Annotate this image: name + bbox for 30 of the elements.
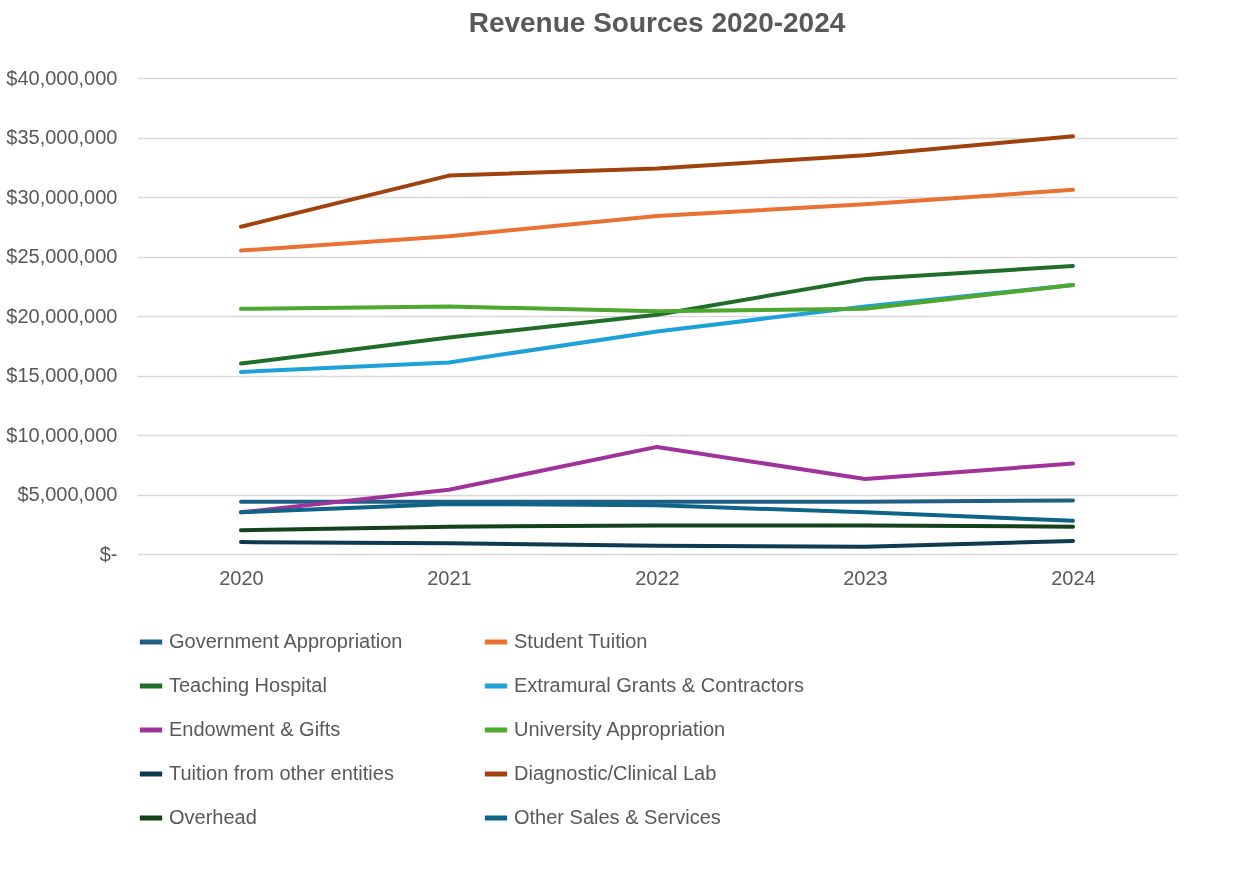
y-tick-label: $15,000,000 <box>6 364 118 386</box>
legend-label: Student Tuition <box>514 630 648 652</box>
y-tick-label: $40,000,000 <box>6 66 118 89</box>
legend-label: Tuition from other entities <box>169 762 394 784</box>
line-series <box>239 264 1075 366</box>
legend-label: Diagnostic/Clinical Lab <box>514 762 717 784</box>
legend-label: Extramural Grants & Contractors <box>514 674 805 696</box>
legend-label: Overhead <box>169 806 257 828</box>
y-tick-label: $25,000,000 <box>6 245 118 267</box>
legend-label: Endowment & Gifts <box>169 718 341 740</box>
legend-label: Government Appropriation <box>169 630 403 652</box>
legend-label: Teaching Hospital <box>169 674 327 696</box>
x-tick-label: 2021 <box>427 566 472 589</box>
legend-label: Other Sales & Services <box>514 806 721 828</box>
line-series <box>239 134 1075 229</box>
legend-label: University Appropriation <box>514 718 726 740</box>
x-tick-label: 2022 <box>635 566 680 589</box>
y-tick-label: $35,000,000 <box>6 126 118 148</box>
line-series <box>239 187 1075 253</box>
x-tick-label: 2020 <box>219 566 264 589</box>
line-series <box>239 502 1075 523</box>
chart-title: Revenue Sources 2020-2024 <box>468 7 846 38</box>
x-tick-label: 2023 <box>843 566 888 589</box>
y-tick-label: $10,000,000 <box>6 423 118 446</box>
y-tick-label: $5,000,000 <box>17 483 118 505</box>
y-tick-label: $30,000,000 <box>6 185 118 208</box>
line-series <box>239 283 1075 314</box>
y-tick-label: $20,000,000 <box>6 304 118 327</box>
y-tick-label: $- <box>99 542 118 565</box>
x-tick-label: 2024 <box>1051 566 1096 589</box>
